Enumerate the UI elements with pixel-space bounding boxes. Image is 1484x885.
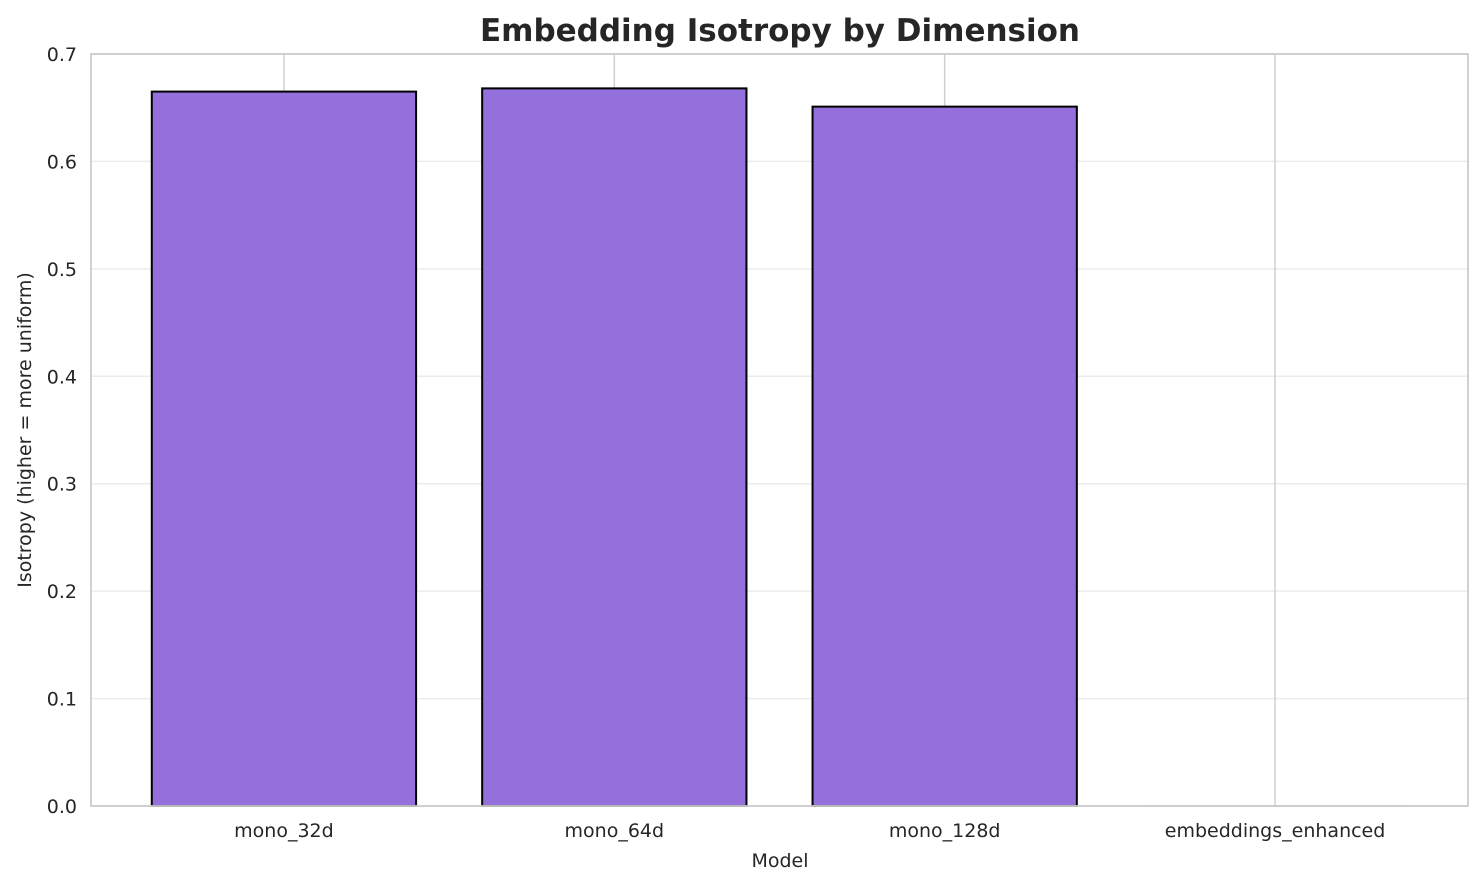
x-tick-label: embeddings_enhanced xyxy=(1165,820,1386,842)
y-tick-label: 0.1 xyxy=(47,689,77,711)
y-tick-label: 0.0 xyxy=(47,796,77,818)
y-tick-label: 0.5 xyxy=(47,259,77,281)
y-tick-label: 0.2 xyxy=(47,581,77,603)
bar-mono_128d xyxy=(811,105,1078,807)
bar-mono_32d xyxy=(150,90,418,808)
x-tick-label: mono_64d xyxy=(565,820,665,842)
x-tick-label: mono_128d xyxy=(889,820,1001,842)
y-tick-label: 0.3 xyxy=(47,474,77,496)
y-tick-label: 0.7 xyxy=(47,44,77,66)
x-tick-label: mono_32d xyxy=(234,820,334,842)
plot-frame xyxy=(90,53,1469,807)
y-axis-label: Isotropy (higher = more uniform) xyxy=(14,272,36,588)
chart-title: Embedding Isotropy by Dimension xyxy=(480,13,1080,49)
ticks-layer: 0.0 0.1 0.2 0.3 0.4 0.5 0.6 0.7 mono_32d mono_64d… xyxy=(47,44,1386,842)
bar-mono_64d xyxy=(481,87,748,808)
y-tick-label: 0.6 xyxy=(47,151,77,173)
x-axis-label: Model xyxy=(751,850,808,872)
bars-layer xyxy=(150,87,1408,808)
y-tick-label: 0.4 xyxy=(47,366,77,388)
